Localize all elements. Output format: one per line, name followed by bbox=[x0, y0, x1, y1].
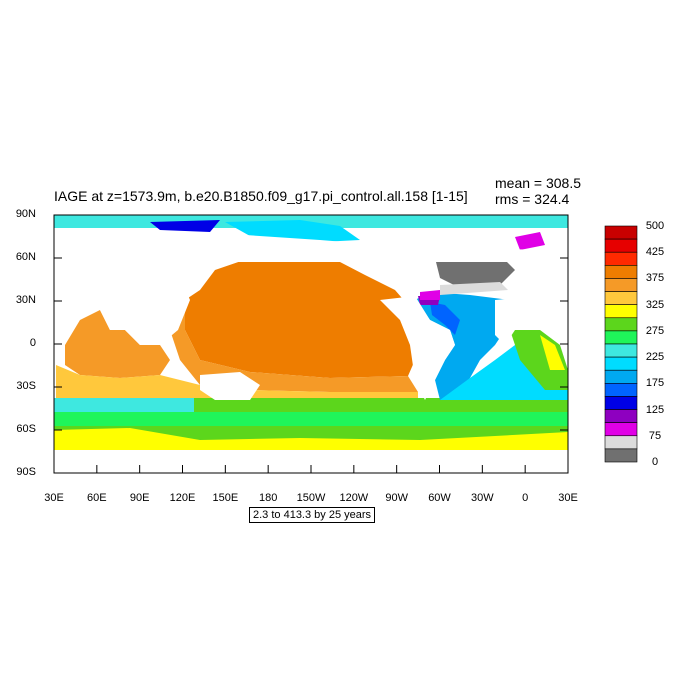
colorbar-swatch bbox=[604, 330, 638, 345]
y-tick-label: 30N bbox=[15, 294, 36, 306]
y-tick-label: 90S bbox=[16, 466, 36, 478]
colorbar-label: 0 bbox=[651, 456, 659, 468]
land-north bbox=[54, 232, 568, 262]
colorbar-label: 75 bbox=[648, 429, 662, 442]
x-tick-label: 90E bbox=[129, 492, 150, 504]
land-africa-west bbox=[495, 298, 515, 345]
plot-title: IAGE at z=1573.9m, b.e20.B1850.f09_g17.p… bbox=[54, 188, 468, 204]
colorbar-swatch bbox=[604, 317, 638, 332]
colorbar-swatch bbox=[604, 435, 638, 450]
southern-green-band-2 bbox=[54, 412, 568, 426]
y-ticks bbox=[54, 214, 568, 474]
colorbar-swatch bbox=[604, 356, 638, 371]
ocean-field bbox=[54, 215, 568, 473]
x-tick-label: 180 bbox=[258, 492, 278, 504]
x-tick-label: 0 bbox=[522, 492, 529, 504]
indian-north bbox=[65, 310, 170, 378]
colorbar bbox=[604, 225, 638, 463]
colorbar-swatch bbox=[604, 265, 638, 279]
land-australia bbox=[200, 372, 260, 400]
pacific-core bbox=[185, 258, 415, 378]
mean-stat: mean = 308.5 bbox=[495, 175, 582, 191]
subtitle-box: 2.3 to 413.3 by 25 years bbox=[249, 507, 376, 523]
colorbar-swatch bbox=[604, 343, 638, 358]
colorbar-swatch bbox=[604, 238, 638, 253]
nordic-magenta bbox=[515, 232, 545, 250]
colorbar-swatch bbox=[604, 278, 638, 292]
colorbar-label: 175 bbox=[645, 377, 665, 390]
x-ticks bbox=[53, 465, 569, 473]
y-tick-label: 60N bbox=[15, 251, 36, 263]
y-tick-label: 30S bbox=[16, 380, 36, 392]
colorbar-swatch bbox=[604, 251, 638, 266]
southern-subtropics bbox=[56, 365, 418, 400]
x-tick-label: 90W bbox=[385, 492, 408, 504]
y-tick-label: 90N bbox=[15, 208, 36, 220]
colorbar-swatch bbox=[604, 448, 638, 463]
western-boundary-deep-blue bbox=[430, 302, 460, 335]
arctic-light-gray bbox=[440, 282, 508, 295]
colorbar-swatch bbox=[604, 409, 638, 423]
y-tick-label: 60S bbox=[16, 423, 36, 435]
colorbar-swatch bbox=[604, 369, 638, 384]
colorbar-label: 275 bbox=[645, 324, 665, 337]
labrador-magenta bbox=[420, 290, 440, 300]
x-tick-label: 60E bbox=[87, 492, 107, 504]
colorbar-swatch bbox=[604, 225, 638, 240]
colorbar-label: 225 bbox=[645, 351, 665, 364]
x-tick-label: 120W bbox=[339, 492, 369, 504]
x-tick-label: 60W bbox=[428, 492, 451, 504]
east-atlantic-yellow bbox=[540, 335, 565, 370]
southern-green-band-3 bbox=[54, 426, 568, 440]
x-tick-label: 30E bbox=[558, 492, 578, 504]
land-asia bbox=[100, 265, 190, 345]
antarctic-yellow bbox=[54, 428, 568, 450]
colorbar-label: 500 bbox=[645, 220, 665, 232]
colorbar-swatch bbox=[604, 383, 638, 397]
y-tick-label: 0 bbox=[29, 337, 36, 349]
x-tick-label: 30W bbox=[471, 492, 494, 504]
southern-cyan-band bbox=[54, 398, 194, 412]
arctic-blue-patch bbox=[150, 220, 220, 232]
colorbar-label: 425 bbox=[645, 246, 665, 259]
rms-stat: rms = 324.4 bbox=[495, 191, 570, 207]
x-tick-label: 120E bbox=[169, 492, 196, 504]
colorbar-swatch bbox=[604, 304, 638, 319]
colorbar-label: 125 bbox=[645, 403, 665, 416]
pacific-south-edge bbox=[170, 300, 418, 392]
colorbar-swatch bbox=[604, 396, 638, 410]
colorbar-swatch bbox=[604, 291, 638, 305]
colorbar-label: 325 bbox=[645, 298, 665, 311]
colorbar-swatch bbox=[604, 422, 638, 437]
x-tick-label: 150W bbox=[296, 492, 326, 504]
x-tick-label: 150E bbox=[212, 492, 239, 504]
x-tick-label: 30E bbox=[44, 492, 64, 504]
colorbar-label: 375 bbox=[645, 272, 665, 285]
land-americas bbox=[380, 296, 455, 400]
